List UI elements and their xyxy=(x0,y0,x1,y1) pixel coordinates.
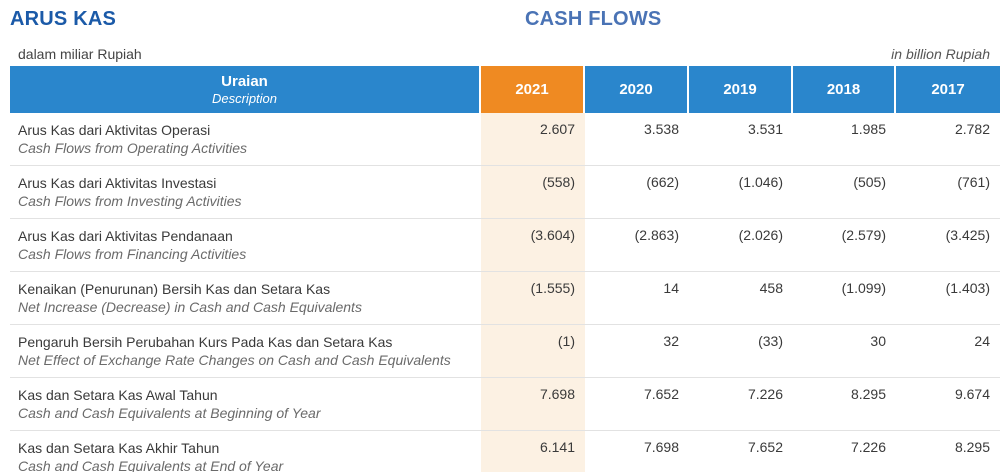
table-row: Arus Kas dari Aktivitas Operasi Cash Flow… xyxy=(10,113,1000,166)
row-description: Arus Kas dari Aktivitas Pendanaan Cash Fl… xyxy=(10,219,481,272)
row-value: (33) xyxy=(689,325,793,378)
table-row: Pengaruh Bersih Perubahan Kurs Pada Kas … xyxy=(10,325,1000,378)
cash-flow-table: Uraian Description 2021 2020 2019 2018 2… xyxy=(10,66,1000,472)
table-row: Arus Kas dari Aktivitas Pendanaan Cash Fl… xyxy=(10,219,1000,272)
column-header-description-en: Description xyxy=(211,91,278,106)
row-value: 7.226 xyxy=(850,439,886,455)
row-value: 2.607 xyxy=(481,113,585,166)
row-description: Arus Kas dari Aktivitas Investasi Cash Fl… xyxy=(10,166,481,219)
row-value: 7.698 xyxy=(643,439,679,455)
row-label-en: Cash and Cash Equivalents at End of Year xyxy=(18,458,284,472)
column-header-year: 2020 xyxy=(585,66,689,113)
column-header-year: 2021 xyxy=(481,66,585,113)
row-value: 1.985 xyxy=(793,113,896,166)
column-header-description: Uraian Description xyxy=(10,66,481,113)
table-header-row: Uraian Description 2021 2020 2019 2018 2… xyxy=(10,66,1000,113)
row-description: Kas dan Setara Kas Akhir Tahun Cash and C… xyxy=(10,431,481,472)
row-value: 3.538 xyxy=(585,113,689,166)
row-value: 458 xyxy=(689,272,793,325)
row-label-id: Kas dan Setara Kas Akhir Tahun xyxy=(18,440,220,456)
row-label-id: Arus Kas dari Aktivitas Pendanaan xyxy=(18,228,233,244)
row-label-en: Cash and Cash Equivalents at Beginning o… xyxy=(18,405,321,421)
row-label-en: Net Increase (Decrease) in Cash and Cash… xyxy=(18,299,362,315)
table-row: Kenaikan (Penurunan) Bersih Kas dan Seta… xyxy=(10,272,1000,325)
row-value: (761) xyxy=(896,166,1000,219)
row-value: 32 xyxy=(585,325,689,378)
column-header-year: 2017 xyxy=(896,66,1000,113)
row-value: 9.674 xyxy=(896,378,1000,431)
table-row: Arus Kas dari Aktivitas Investasi Cash Fl… xyxy=(10,166,1000,219)
row-label-en: Cash Flows from Investing Activities xyxy=(18,193,242,209)
row-value: (2.579) xyxy=(793,219,896,272)
unit-label-id: dalam miliar Rupiah xyxy=(18,46,142,62)
row-value: 3.531 xyxy=(689,113,793,166)
row-value: 7.652 xyxy=(747,439,783,455)
row-value: (558) xyxy=(481,166,585,219)
page-title-id: ARUS KAS xyxy=(10,8,117,30)
row-label-en: Cash Flows from Financing Activities xyxy=(18,246,247,262)
row-label-en: Net Effect of Exchange Rate Changes on C… xyxy=(18,352,451,368)
row-value: 8.295 xyxy=(793,378,896,431)
column-header-year: 2018 xyxy=(793,66,896,113)
row-value: 24 xyxy=(896,325,1000,378)
column-header-year: 2019 xyxy=(689,66,793,113)
row-description: Kas dan Setara Kas Awal Tahun Cash and Ca… xyxy=(10,378,481,431)
row-value: 2.782 xyxy=(896,113,1000,166)
row-value: (3.425) xyxy=(896,219,1000,272)
row-value: 7.698 xyxy=(481,378,585,431)
row-label-id: Pengaruh Bersih Perubahan Kurs Pada Kas … xyxy=(18,334,393,350)
unit-label-en: in billion Rupiah xyxy=(891,46,990,62)
column-header-description-id: Uraian xyxy=(221,73,268,90)
row-value: (3.604) xyxy=(481,219,585,272)
table-row: Kas dan Setara Kas Awal Tahun Cash and Ca… xyxy=(10,378,1000,431)
row-value: (2.026) xyxy=(689,219,793,272)
row-label-id: Kas dan Setara Kas Awal Tahun xyxy=(18,387,218,403)
row-value: (1) xyxy=(481,325,585,378)
row-value: 14 xyxy=(585,272,689,325)
row-value: (2.863) xyxy=(585,219,689,272)
page-title-en: CASH FLOWS xyxy=(525,8,662,30)
row-label-en: Cash Flows from Operating Activities xyxy=(18,140,247,156)
row-description: Pengaruh Bersih Perubahan Kurs Pada Kas … xyxy=(10,325,481,378)
row-label-id: Kenaikan (Penurunan) Bersih Kas dan Seta… xyxy=(18,281,331,297)
row-value: 7.652 xyxy=(585,378,689,431)
row-description: Arus Kas dari Aktivitas Operasi Cash Flow… xyxy=(10,113,481,166)
row-value: (1.555) xyxy=(481,272,585,325)
row-label-id: Arus Kas dari Aktivitas Investasi xyxy=(18,175,217,191)
row-description: Kenaikan (Penurunan) Bersih Kas dan Seta… xyxy=(10,272,481,325)
row-value: 8.295 xyxy=(954,439,990,455)
row-value: (1.099) xyxy=(793,272,896,325)
row-value: (662) xyxy=(585,166,689,219)
row-value: 7.226 xyxy=(689,378,793,431)
row-value: (505) xyxy=(793,166,896,219)
row-label-id: Arus Kas dari Aktivitas Operasi xyxy=(18,122,211,138)
row-value: 30 xyxy=(793,325,896,378)
row-value: (1.046) xyxy=(689,166,793,219)
table-row: Kas dan Setara Kas Akhir Tahun Cash and C… xyxy=(10,431,1000,472)
row-value: 6.141 xyxy=(481,431,585,472)
row-value: (1.403) xyxy=(896,272,1000,325)
